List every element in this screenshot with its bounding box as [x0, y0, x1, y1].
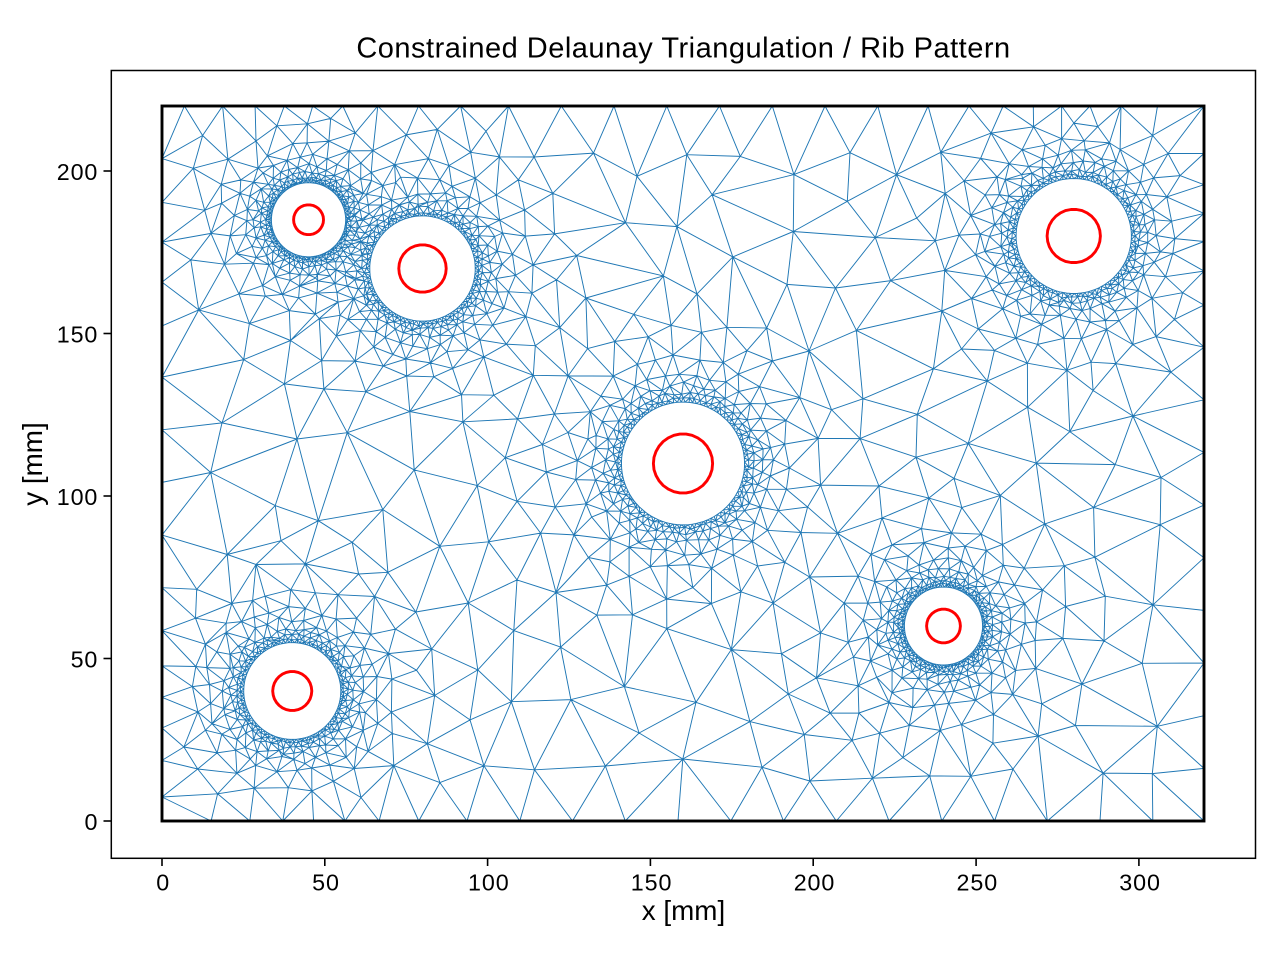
- svg-text:Constrained Delaunay Triangula: Constrained Delaunay Triangulation / Rib…: [356, 33, 1010, 65]
- svg-text:y [mm]: y [mm]: [17, 422, 48, 505]
- svg-text:200: 200: [794, 869, 836, 895]
- svg-text:50: 50: [312, 869, 340, 895]
- svg-text:x [mm]: x [mm]: [642, 895, 725, 926]
- svg-text:100: 100: [57, 484, 99, 510]
- svg-text:300: 300: [1119, 869, 1161, 895]
- svg-text:250: 250: [957, 869, 999, 895]
- svg-text:100: 100: [468, 869, 510, 895]
- svg-text:0: 0: [156, 869, 170, 895]
- svg-text:150: 150: [57, 321, 99, 347]
- svg-text:150: 150: [631, 869, 673, 895]
- svg-text:0: 0: [84, 809, 98, 835]
- svg-text:50: 50: [71, 646, 99, 672]
- svg-text:200: 200: [57, 159, 99, 185]
